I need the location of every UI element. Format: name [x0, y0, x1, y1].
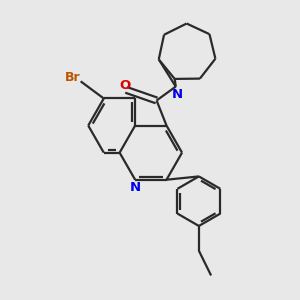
Text: Br: Br [64, 71, 80, 84]
Text: O: O [119, 80, 130, 92]
Text: N: N [172, 88, 183, 101]
Text: N: N [130, 182, 141, 194]
